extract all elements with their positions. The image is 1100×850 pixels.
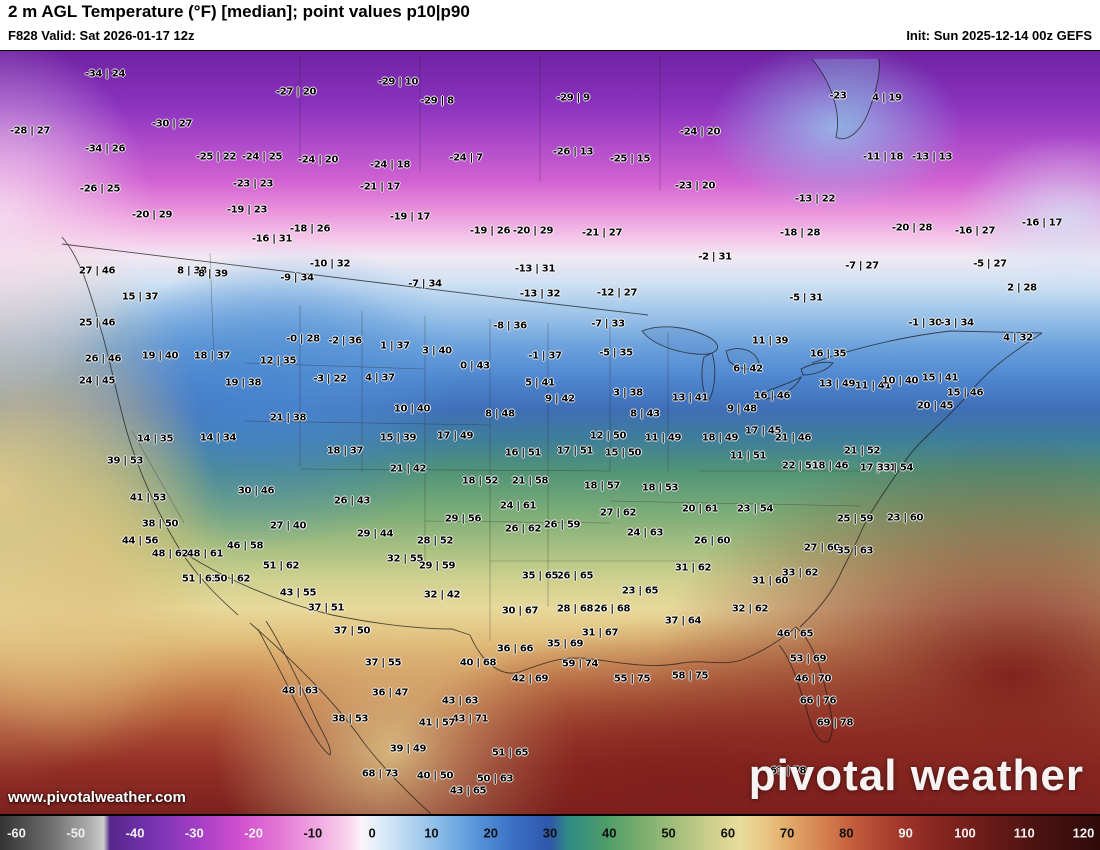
colorbar-tick-label: 110 — [1013, 825, 1035, 841]
colorbar-tick-label: -50 — [66, 825, 86, 841]
colorbar-tick-label: 30 — [542, 825, 558, 841]
watermark-text: www.pivotalweather.com — [8, 789, 186, 806]
colorbar-tick-label: 70 — [779, 825, 795, 841]
map-header: 2 m AGL Temperature (°F) [median]; point… — [0, 0, 1100, 50]
temperature-fill-field — [0, 51, 1100, 814]
colorbar-tick-label: 60 — [720, 825, 736, 841]
colorbar-tick-label: 100 — [954, 825, 976, 841]
colorbar-tick-label: 90 — [898, 825, 913, 841]
colorbar-tick-label: 40 — [602, 825, 617, 841]
colorbar-tick-label: 80 — [839, 825, 854, 841]
colorbar-tick-label: -20 — [244, 825, 264, 841]
colorbar-tick-label: 10 — [424, 825, 439, 841]
init-time-label: Init: Sun 2025-12-14 00z GEFS — [906, 28, 1092, 43]
page-title: 2 m AGL Temperature (°F) [median]; point… — [8, 2, 470, 21]
temperature-colorbar: -60 -50 -40 -30 -20 -10 0 10 20 30 40 50 60 70 80 90 100… — [0, 815, 1100, 850]
colorbar-tick-label: -60 — [7, 825, 26, 841]
colorbar-tick-label: 20 — [483, 825, 498, 841]
temperature-map: -34 | 24 -27 | 20 -29 | 10 -29 | 8 -29 | 9 -2… — [0, 50, 1100, 816]
colorbar-tick-label: 50 — [661, 825, 676, 841]
pivotal-weather-logo: pivotal weather — [748, 751, 1084, 800]
colorbar-tick-label: 120 — [1072, 825, 1095, 841]
colorbar-tick-label: 0 — [368, 825, 376, 841]
colorbar-tick-label: -10 — [303, 825, 323, 841]
colorbar-tick-label: -40 — [125, 825, 145, 841]
colorbar-tick-label: -30 — [184, 825, 204, 841]
valid-time-label: F828 Valid: Sat 2026-01-17 12z — [8, 28, 195, 43]
